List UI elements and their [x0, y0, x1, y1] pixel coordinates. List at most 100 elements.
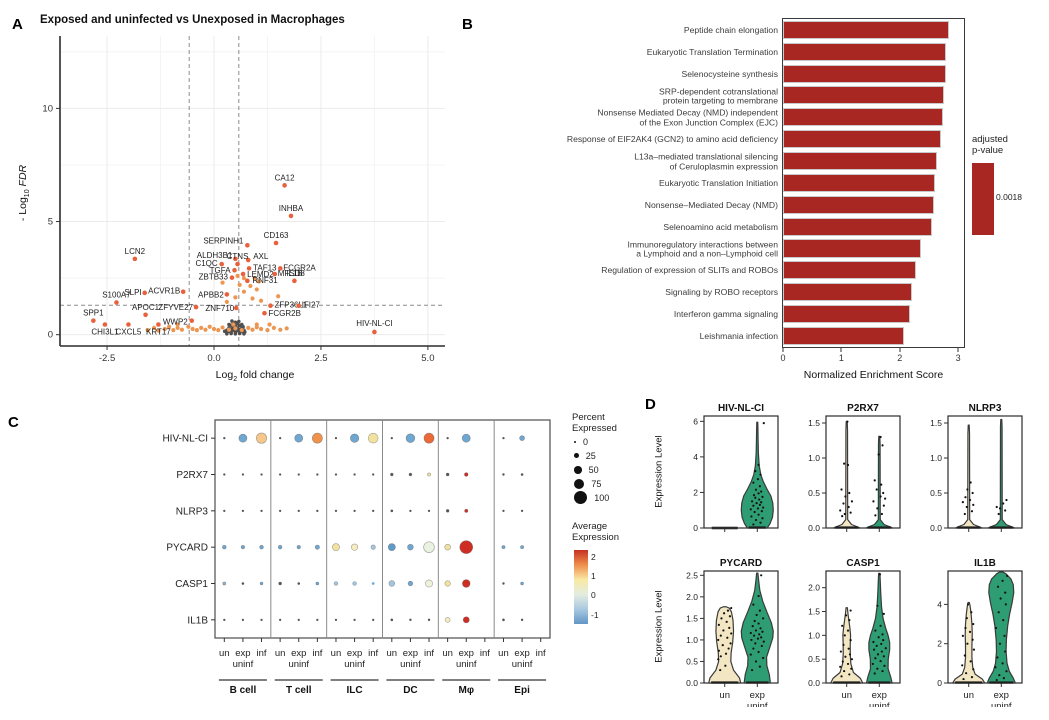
gene-point	[288, 213, 294, 219]
jitter-point	[729, 642, 732, 645]
jitter-point	[750, 500, 754, 503]
gene-label: WWP2	[163, 318, 188, 327]
jitter-point	[752, 603, 755, 606]
jitter-point	[754, 496, 757, 499]
expression-dot	[407, 543, 414, 551]
expression-dot	[260, 509, 263, 512]
expression-dot	[520, 509, 524, 512]
x-cat-label: exp	[750, 690, 765, 701]
jitter-point	[970, 510, 974, 513]
gene-point	[219, 261, 224, 267]
jitter-point	[758, 609, 761, 612]
condition-sub-label: uninf	[456, 659, 477, 670]
expression-dot	[520, 473, 524, 476]
y-tick-label: 4	[937, 599, 942, 609]
jitter-point	[724, 652, 728, 655]
sig-point	[254, 322, 259, 327]
expression-dot	[502, 473, 505, 476]
jitter-point	[760, 644, 763, 648]
gene-point	[372, 329, 377, 335]
bar-category-label: Selenocysteine synthesis	[681, 68, 779, 79]
y-tick-label: 0	[693, 523, 698, 533]
jitter-point	[752, 504, 755, 507]
jitter-point	[730, 606, 733, 610]
jitter-point	[882, 612, 885, 615]
violin-title: HIV-NL-CI	[718, 403, 764, 414]
ns-point	[242, 331, 246, 336]
gene-label: APBB2	[198, 290, 224, 299]
enrichment-bar	[783, 305, 911, 324]
expression-dot	[297, 618, 300, 621]
expression-dot	[405, 433, 416, 443]
jitter-point	[848, 491, 851, 495]
expression-dot	[334, 473, 338, 476]
jitter-point	[995, 678, 998, 682]
gene-label: ALDH3B1	[197, 251, 233, 260]
expression-dot	[316, 618, 319, 621]
sig-point	[152, 325, 157, 330]
jitter-point	[724, 664, 727, 667]
expression-dot	[297, 509, 300, 512]
violin-plot-HIV-NL-CI: HIV-NL-CI 0 2 4 6	[693, 403, 779, 533]
jitter-point	[872, 500, 875, 503]
sig-point	[265, 328, 270, 333]
jitter-point	[848, 618, 851, 622]
condition-label: inf	[480, 648, 490, 659]
jitter-point	[721, 643, 724, 647]
jitter-point	[1004, 591, 1007, 594]
sig-point	[171, 328, 176, 333]
row-label: IL1B	[187, 615, 208, 626]
sig-point	[258, 326, 264, 332]
sig-point	[258, 298, 264, 303]
jitter-point	[839, 650, 842, 653]
expression-dot	[501, 545, 506, 550]
expression-dot	[350, 433, 360, 443]
expression-dot	[314, 544, 320, 550]
jitter-point	[841, 660, 844, 663]
sig-point	[237, 282, 242, 288]
jitter-point	[880, 642, 883, 646]
volcano-plot: -2.5 0.0 2.5 5.0 0 5 10 CA12 INHBA CD163 SERPINH1 L…	[42, 36, 445, 364]
gene-point	[278, 266, 283, 271]
gene-label: TAF13	[253, 263, 277, 272]
jitter-point	[849, 609, 852, 612]
x-cat-label: exp	[872, 690, 887, 701]
jitter-point	[1003, 634, 1006, 637]
condition-sub-label: uninf	[233, 659, 254, 670]
condition-label: exp	[347, 648, 362, 659]
sig-point	[233, 295, 238, 300]
jitter-point	[1002, 502, 1005, 505]
sig-point	[179, 327, 185, 332]
jitter-point	[876, 653, 880, 656]
expression-dot	[370, 544, 376, 550]
jitter-point	[757, 513, 760, 516]
jitter-point	[882, 639, 885, 642]
gene-point	[132, 256, 138, 262]
sig-point	[246, 325, 251, 330]
percent-expressed-entry: 100	[574, 491, 682, 505]
sig-point	[145, 328, 150, 333]
gene-point	[180, 289, 186, 294]
expression-dot	[332, 543, 340, 552]
jitter-point	[843, 669, 846, 673]
expression-dot	[241, 618, 245, 621]
average-expression-tick: 1	[591, 571, 596, 582]
expression-dot	[408, 472, 413, 477]
sig-point	[276, 294, 281, 299]
expression-dot	[311, 432, 323, 444]
jitter-point	[994, 626, 998, 630]
ns-point	[222, 329, 227, 334]
gene-label: S100A7	[102, 291, 131, 300]
jitter-point	[969, 481, 972, 484]
gene-point	[233, 256, 238, 262]
plot-border	[947, 415, 1023, 529]
ns-point	[229, 331, 233, 336]
jitter-point	[726, 636, 729, 639]
jitter-point	[881, 444, 884, 447]
gene-point	[143, 312, 148, 318]
expression-dot	[390, 437, 393, 440]
y-tick-label: 0.0	[808, 523, 820, 533]
y-tick-label: 5	[48, 217, 53, 228]
gene-point	[232, 267, 237, 273]
